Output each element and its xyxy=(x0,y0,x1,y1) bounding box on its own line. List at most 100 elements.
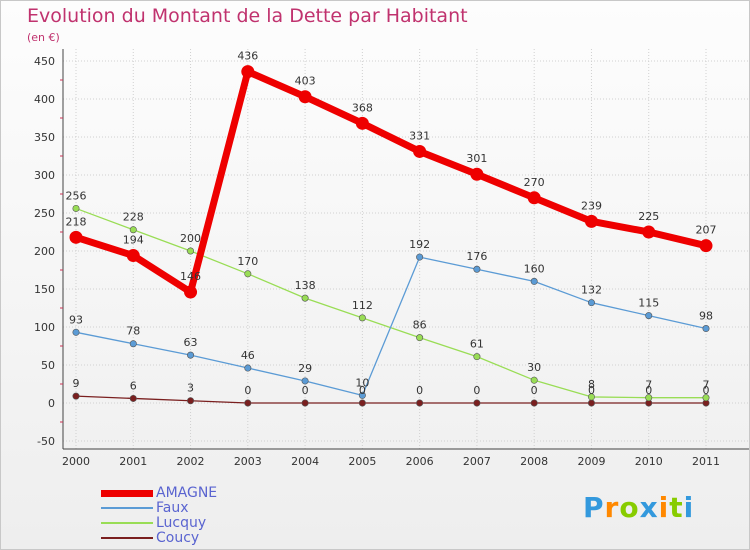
logo-letter: P xyxy=(583,491,605,524)
data-label: 170 xyxy=(237,255,258,268)
y-tick-label: 100 xyxy=(34,321,55,334)
data-point xyxy=(587,399,595,407)
data-label: 46 xyxy=(241,349,255,362)
data-point xyxy=(187,247,195,255)
data-label: 0 xyxy=(588,384,595,397)
data-label: 218 xyxy=(66,215,87,228)
data-point xyxy=(241,65,255,79)
data-point xyxy=(584,214,598,228)
data-point xyxy=(587,299,595,307)
data-point xyxy=(416,399,424,407)
data-label: 225 xyxy=(638,210,659,223)
x-tick-label: 2008 xyxy=(520,455,548,468)
legend-swatch xyxy=(101,537,153,539)
data-point xyxy=(358,399,366,407)
data-point xyxy=(69,230,83,244)
chart-subtitle: (en €) xyxy=(27,31,60,44)
logo-letter: i xyxy=(683,491,695,524)
data-point xyxy=(72,328,80,336)
data-label: 93 xyxy=(69,313,83,326)
data-label: 9 xyxy=(73,377,80,390)
data-point xyxy=(187,351,195,359)
data-point xyxy=(301,294,309,302)
data-label: 7 xyxy=(645,379,652,392)
y-tick-label: 450 xyxy=(34,55,55,68)
data-label: 132 xyxy=(581,284,602,297)
x-tick-label: 2003 xyxy=(234,455,262,468)
legend-label: Lucquy xyxy=(156,515,207,531)
data-point xyxy=(244,364,252,372)
data-label: 0 xyxy=(302,384,309,397)
data-label: 29 xyxy=(298,362,312,375)
data-label: 7 xyxy=(703,379,710,392)
y-tick-label: 50 xyxy=(41,359,55,372)
data-point xyxy=(645,312,653,320)
data-point xyxy=(645,394,653,402)
x-tick-label: 2001 xyxy=(119,455,147,468)
data-label: 112 xyxy=(352,299,373,312)
data-point xyxy=(702,325,710,333)
data-point xyxy=(699,239,713,253)
data-point xyxy=(129,394,137,402)
series-line-lucquy xyxy=(75,207,706,399)
y-tick-label: 350 xyxy=(34,131,55,144)
data-label: 0 xyxy=(645,384,652,397)
data-label: 61 xyxy=(470,338,484,351)
data-label: 78 xyxy=(126,325,140,338)
data-label: 0 xyxy=(473,384,480,397)
y-tick-label: -50 xyxy=(37,435,55,448)
series-line-faux xyxy=(75,256,707,397)
series-line-amagne xyxy=(74,68,707,296)
data-label: 0 xyxy=(244,384,251,397)
data-point xyxy=(416,253,424,261)
data-point xyxy=(126,249,140,263)
data-point xyxy=(470,167,484,181)
data-point xyxy=(413,144,427,158)
data-label: 0 xyxy=(531,384,538,397)
data-label: 176 xyxy=(466,250,487,263)
data-label: 403 xyxy=(295,75,316,88)
data-point xyxy=(473,265,481,273)
y-tick-label: 400 xyxy=(34,93,55,106)
x-tick-label: 2011 xyxy=(692,455,720,468)
data-label: 0 xyxy=(359,384,366,397)
data-label: 3 xyxy=(187,382,194,395)
data-label: 8 xyxy=(588,378,595,391)
data-point xyxy=(184,285,198,299)
x-tick-label: 2004 xyxy=(291,455,319,468)
data-label: 86 xyxy=(413,319,427,332)
data-label: 0 xyxy=(703,384,710,397)
data-point xyxy=(416,334,424,342)
data-label: 0 xyxy=(416,384,423,397)
data-label: 331 xyxy=(409,129,430,142)
data-label: 10 xyxy=(355,376,369,389)
x-tick-label: 2002 xyxy=(177,455,205,468)
logo-letter: x xyxy=(639,491,659,524)
data-label: 239 xyxy=(581,199,602,212)
data-label: 6 xyxy=(130,379,137,392)
data-label: 115 xyxy=(638,297,659,310)
legend-swatch xyxy=(101,507,153,509)
data-point xyxy=(530,277,538,285)
data-label: 160 xyxy=(524,262,545,275)
data-point xyxy=(301,377,309,385)
data-point xyxy=(244,270,252,278)
data-label: 30 xyxy=(527,361,541,374)
data-label: 138 xyxy=(295,279,316,292)
data-point xyxy=(355,116,369,130)
data-label: 63 xyxy=(184,336,198,349)
data-point xyxy=(587,393,595,401)
legend-label: Coucy xyxy=(156,530,200,546)
data-point xyxy=(129,340,137,348)
y-tick-label: 0 xyxy=(48,397,55,410)
legend-label: AMAGNE xyxy=(156,485,218,501)
data-point xyxy=(129,226,137,234)
logo-letter: i xyxy=(658,491,670,524)
data-label: 207 xyxy=(696,224,717,237)
data-point xyxy=(702,394,710,402)
legend-swatch xyxy=(101,490,153,497)
data-point xyxy=(72,204,80,212)
data-point xyxy=(358,391,366,399)
x-tick-label: 2010 xyxy=(635,455,663,468)
data-label: 194 xyxy=(123,234,144,247)
